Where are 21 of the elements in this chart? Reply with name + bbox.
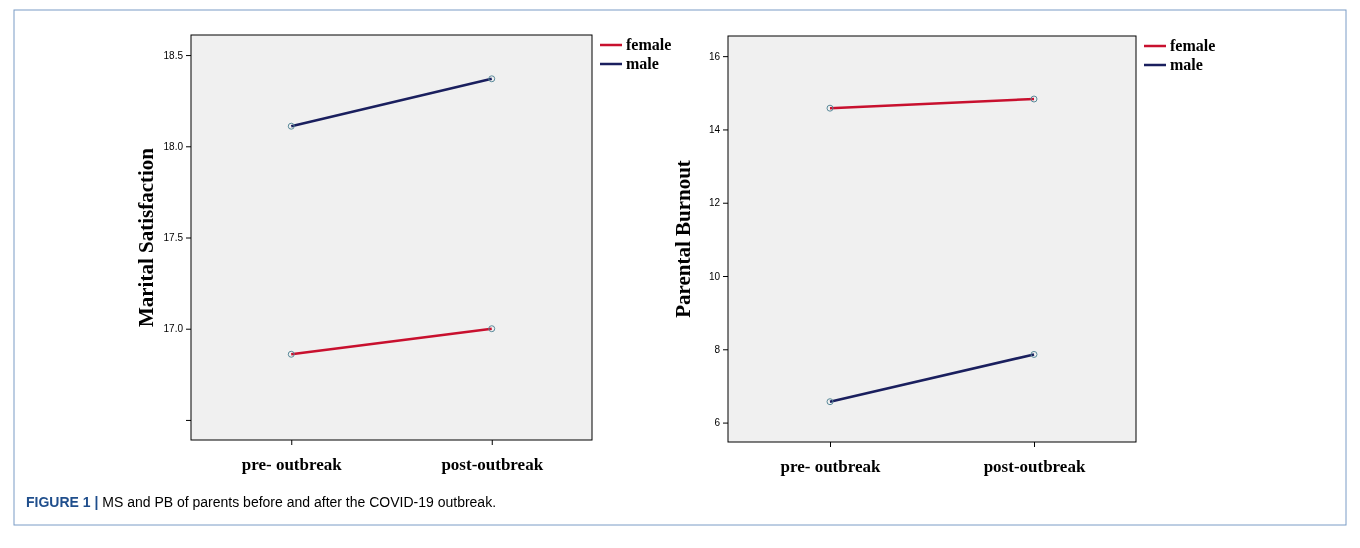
y-tick-label: 10 bbox=[708, 270, 721, 282]
x-tick-label: post-outbreak bbox=[983, 457, 1086, 477]
y-axis-title: Parental Burnout bbox=[671, 160, 695, 318]
legend-label: female bbox=[1170, 37, 1216, 54]
x-tick-label: post-outbreak bbox=[441, 455, 544, 475]
legend-label: male bbox=[1170, 56, 1203, 73]
y-tick-label: 16 bbox=[708, 50, 721, 62]
y-tick-label: 8 bbox=[714, 343, 721, 355]
caption: FIGURE 1 | MS and PB of parents before and after the COVID-19 outbreak. bbox=[26, 494, 497, 510]
y-tick-label: 18.0 bbox=[163, 140, 184, 152]
x-tick-label: pre- outbreak bbox=[780, 457, 882, 477]
y-tick-label: 12 bbox=[708, 197, 721, 209]
y-tick-label: 17.5 bbox=[163, 232, 184, 244]
y-tick-label: 6 bbox=[714, 417, 721, 429]
y-tick-label: 14 bbox=[708, 124, 721, 136]
legend-label: male bbox=[626, 55, 659, 72]
x-tick-label: pre- outbreak bbox=[241, 455, 343, 475]
y-tick-label: 18.5 bbox=[163, 49, 184, 61]
y-axis-title: Marital Satisfaction bbox=[134, 147, 158, 328]
y-tick-label: 17.0 bbox=[163, 323, 184, 335]
legend-label: female bbox=[626, 36, 672, 53]
